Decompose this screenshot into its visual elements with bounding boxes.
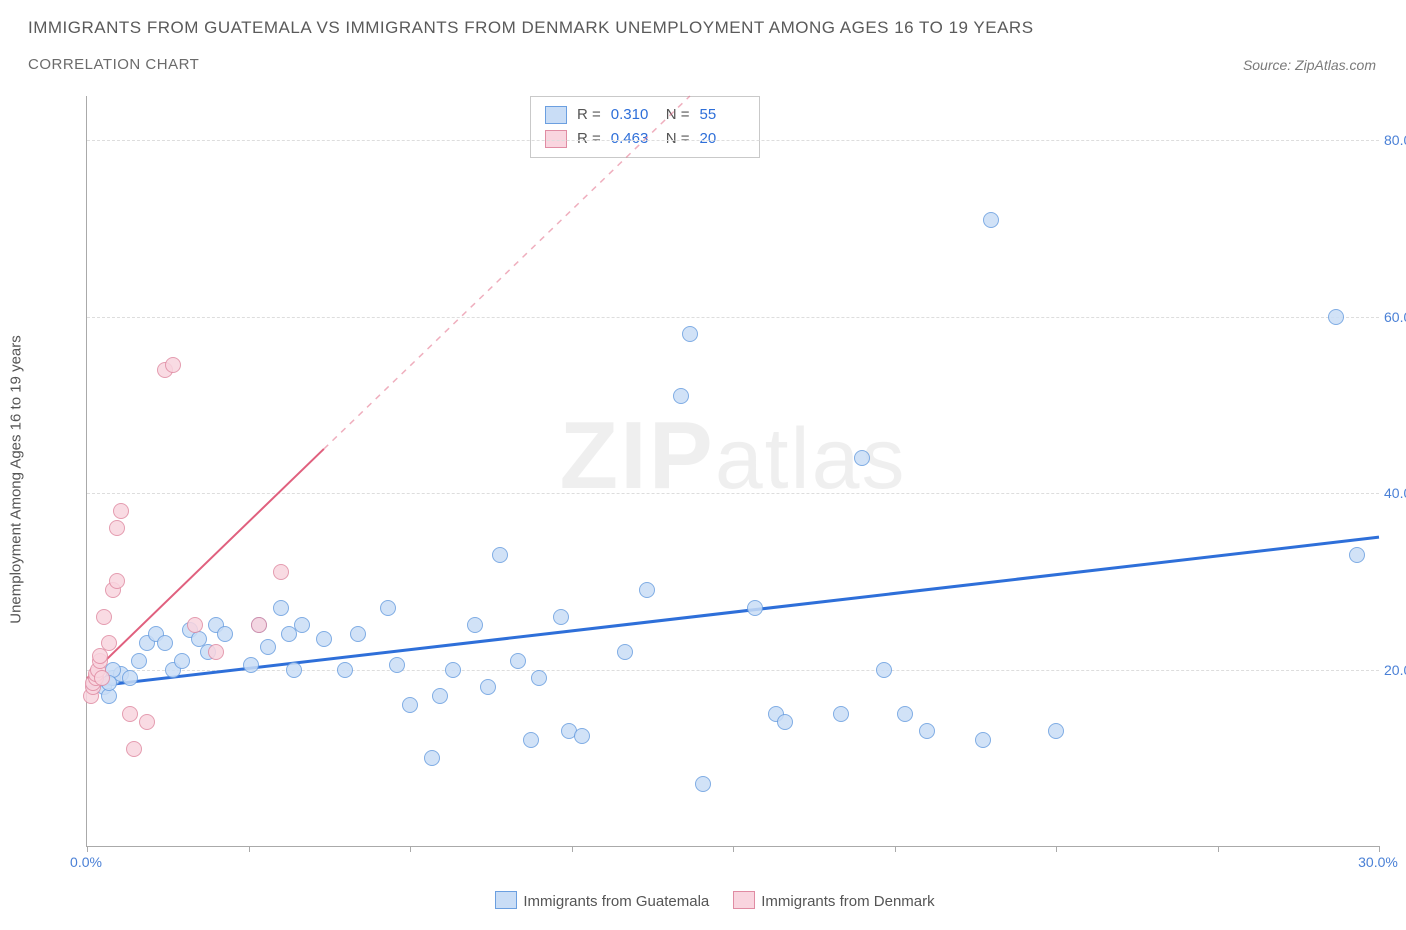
data-point [260, 639, 276, 655]
data-point [187, 617, 203, 633]
data-point [1048, 723, 1064, 739]
data-point [639, 582, 655, 598]
data-point [96, 609, 112, 625]
correlation-chart: Unemployment Among Ages 16 to 19 years Z… [28, 96, 1378, 876]
data-point [682, 326, 698, 342]
plot-area: ZIPatlas R =0.310N =55R =0.463N =20 20.0… [86, 96, 1379, 847]
data-point [445, 662, 461, 678]
y-tick-label: 20.0% [1384, 662, 1406, 678]
data-point [126, 741, 142, 757]
data-point [402, 697, 418, 713]
data-point [1349, 547, 1365, 563]
x-tick [1379, 846, 1380, 852]
data-point [983, 212, 999, 228]
bottom-legend: Immigrants from Guatemala Immigrants from… [28, 891, 1378, 910]
data-point [574, 728, 590, 744]
data-point [217, 626, 233, 642]
data-point [174, 653, 190, 669]
data-point [480, 679, 496, 695]
y-tick-label: 40.0% [1384, 485, 1406, 501]
data-point [109, 573, 125, 589]
data-point [122, 670, 138, 686]
data-point [350, 626, 366, 642]
data-point [975, 732, 991, 748]
data-point [492, 547, 508, 563]
data-point [337, 662, 353, 678]
subtitle: CORRELATION CHART [28, 56, 199, 73]
data-point [294, 617, 310, 633]
x-tick [87, 846, 88, 852]
x-tick [572, 846, 573, 852]
data-point [273, 564, 289, 580]
data-point [165, 357, 181, 373]
x-tick [249, 846, 250, 852]
data-point [1328, 309, 1344, 325]
x-tick [733, 846, 734, 852]
data-point [523, 732, 539, 748]
x-tick [410, 846, 411, 852]
data-point [273, 600, 289, 616]
data-point [777, 714, 793, 730]
data-point [316, 631, 332, 647]
trendlines [87, 96, 1379, 846]
data-point [380, 600, 396, 616]
legend-swatch [733, 891, 755, 909]
data-point [389, 657, 405, 673]
data-point [131, 653, 147, 669]
data-point [467, 617, 483, 633]
x-tick [1218, 846, 1219, 852]
data-point [617, 644, 633, 660]
data-point [139, 714, 155, 730]
x-tick [895, 846, 896, 852]
data-point [919, 723, 935, 739]
data-point [747, 600, 763, 616]
data-point [673, 388, 689, 404]
data-point [424, 750, 440, 766]
data-point [432, 688, 448, 704]
data-point [553, 609, 569, 625]
data-point [833, 706, 849, 722]
data-point [695, 776, 711, 792]
legend-swatch [495, 891, 517, 909]
data-point [94, 670, 110, 686]
data-point [243, 657, 259, 673]
legend-series-label: Immigrants from Denmark [761, 893, 934, 910]
x-tick-label: 0.0% [70, 854, 102, 870]
data-point [854, 450, 870, 466]
data-point [113, 503, 129, 519]
y-tick-label: 80.0% [1384, 132, 1406, 148]
y-axis-label: Unemployment Among Ages 16 to 19 years [8, 191, 25, 480]
data-point [286, 662, 302, 678]
data-point [510, 653, 526, 669]
data-point [101, 635, 117, 651]
data-point [251, 617, 267, 633]
data-point [157, 635, 173, 651]
data-point [208, 644, 224, 660]
y-tick-label: 60.0% [1384, 309, 1406, 325]
data-point [122, 706, 138, 722]
source-label: Source: ZipAtlas.com [1243, 57, 1376, 73]
legend-series-label: Immigrants from Guatemala [523, 893, 709, 910]
data-point [876, 662, 892, 678]
data-point [109, 520, 125, 536]
page-title: IMMIGRANTS FROM GUATEMALA VS IMMIGRANTS … [28, 18, 1406, 38]
data-point [531, 670, 547, 686]
x-tick [1056, 846, 1057, 852]
data-point [897, 706, 913, 722]
x-tick-label: 30.0% [1358, 854, 1398, 870]
